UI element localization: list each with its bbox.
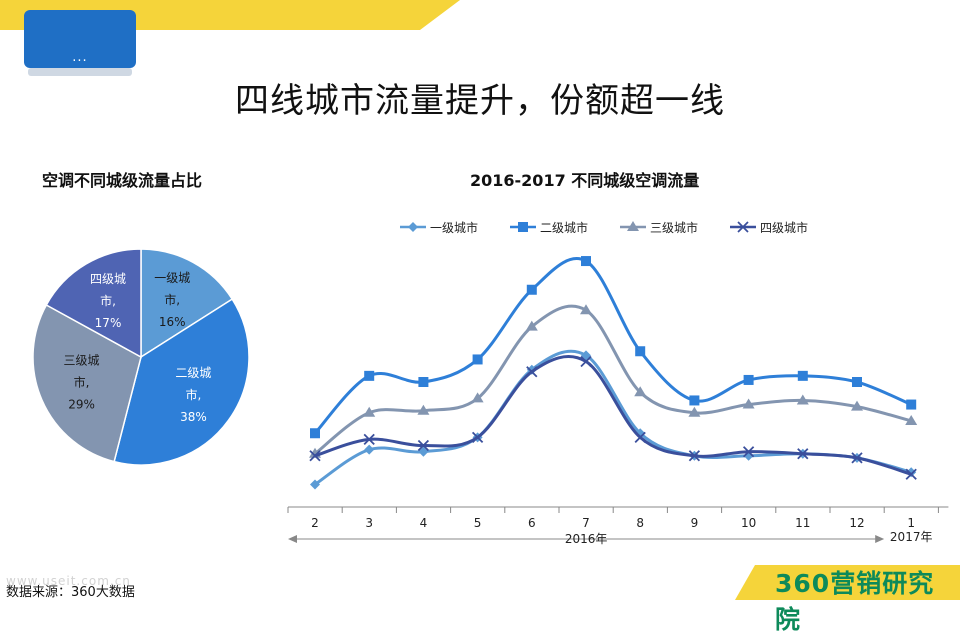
series-2-point	[635, 346, 646, 357]
series-1-point	[310, 479, 320, 490]
pie-label-2: 二级城市, 38%	[175, 366, 211, 424]
series-4-point	[417, 439, 430, 452]
series-3-point	[580, 304, 592, 315]
series-4-point	[526, 366, 538, 378]
arrow-left-icon	[288, 535, 297, 543]
top-stripe	[0, 0, 460, 30]
x-tick-label: 4	[420, 516, 428, 530]
x-tick-label: 1	[907, 516, 915, 530]
pie-slice-4	[45, 248, 142, 359]
series-4-point	[580, 355, 592, 368]
series-2-point	[526, 284, 537, 295]
series-3-point	[688, 406, 701, 417]
x-tick-label: 7	[582, 516, 590, 530]
year-label-2016: 2016年	[565, 532, 608, 546]
watermark: www.useit.com.cn	[6, 574, 131, 588]
series-line-4	[314, 355, 912, 476]
legend-item-1: 一级城市	[400, 220, 478, 235]
series-line-1	[314, 349, 912, 486]
line-chart: 2 3 4 5 6 7 8 9 10 11 12 1 2016年 2017年 一级城市 二级城市 三级城市 四级城…	[287, 220, 949, 546]
series-1-point	[526, 364, 537, 375]
series-4-point	[363, 433, 375, 446]
x-tick-label: 3	[365, 516, 373, 530]
series-2-point	[418, 377, 429, 387]
series-3-point	[796, 394, 809, 405]
series-1-point	[364, 444, 375, 455]
svg-text:二级城市: 二级城市	[540, 220, 588, 235]
series-3-point	[471, 392, 484, 403]
series-4-point	[688, 450, 701, 462]
pie-chart-title: 空调不同城级流量占比	[42, 171, 203, 190]
brand-number: 360	[775, 569, 831, 598]
series-2-point	[743, 374, 754, 385]
x-tick-label: 9	[691, 516, 699, 530]
series-2-point	[472, 354, 483, 365]
series-2-point	[689, 395, 700, 406]
x-tick-label: 5	[474, 516, 482, 530]
pie-slice-1	[140, 248, 234, 359]
x-tick-label: 2	[311, 516, 319, 530]
brand-logo: 360营销研究院	[775, 564, 960, 636]
source-note: 数据来源：360大数据	[6, 585, 135, 600]
pie-slice-2	[113, 298, 250, 466]
series-4-point	[797, 448, 809, 460]
series-4-point	[851, 452, 863, 464]
series-2-point	[581, 256, 591, 267]
arrow-right-icon	[875, 535, 885, 543]
series-2-point	[797, 370, 808, 381]
x-tick-label: 10	[741, 516, 756, 530]
pie-label-1: 一级城市, 16%	[154, 271, 190, 329]
svg-text:三级城市: 三级城市	[650, 220, 698, 235]
series-3-point	[851, 400, 863, 411]
brand-bar	[735, 565, 960, 600]
series-4-point	[471, 431, 484, 443]
pie-label-3: 三级城市, 29%	[64, 354, 100, 412]
series-2-point	[852, 377, 862, 387]
series-3-point	[742, 398, 755, 409]
pie-chart: 一级城市, 16% 二级城市, 38% 三级城市, 29% 四级城市, 17%	[32, 248, 250, 466]
legend-item-4: 四级城市	[730, 220, 808, 235]
series-3-point	[905, 414, 918, 425]
series-3-point	[634, 386, 647, 397]
line-chart-title: 2016-2017 不同城级空调流量	[470, 171, 700, 190]
legend-item-2: 二级城市	[510, 220, 588, 235]
series-2-point	[364, 370, 375, 381]
page-title: 四线城市流量提升，份额超一线	[235, 80, 725, 121]
series-3-point	[417, 404, 430, 415]
x-tick-label: 11	[795, 516, 810, 530]
series-4-point	[742, 446, 755, 458]
svg-text:一级城市: 一级城市	[430, 220, 478, 235]
air-conditioner-icon	[24, 10, 136, 76]
legend-item-3: 三级城市	[620, 220, 698, 235]
x-tick-label: 6	[528, 516, 536, 530]
year-label-2017: 2017年	[890, 530, 933, 544]
device-dots: ...	[72, 50, 88, 65]
svg-text:四级城市: 四级城市	[760, 220, 808, 235]
x-tick-label: 12	[849, 516, 864, 530]
x-tick-label: 8	[636, 516, 644, 530]
series-4-point	[634, 431, 646, 443]
series-3-point	[363, 406, 376, 417]
series-4-point	[905, 468, 917, 480]
series-2-point	[906, 399, 917, 410]
series-2-point	[310, 428, 320, 439]
series-4-point	[309, 450, 321, 462]
pie-slice-3	[32, 303, 142, 463]
pie-label-4: 四级城市, 17%	[90, 272, 126, 330]
series-3-point	[525, 320, 538, 331]
